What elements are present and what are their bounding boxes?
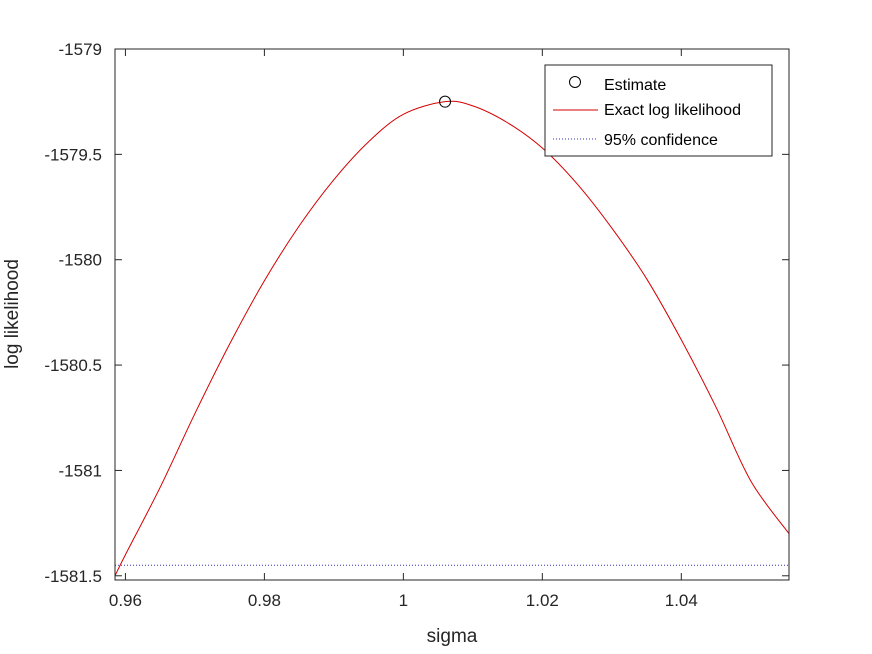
y-tick-label: -1580.5	[44, 356, 102, 375]
log-likelihood-curve	[115, 100, 789, 577]
legend-likelihood-label: Exact log likelihood	[604, 102, 741, 119]
y-tick-label: -1581.5	[44, 567, 102, 586]
x-tick-label: 0.98	[248, 591, 281, 610]
x-axis-label: sigma	[427, 626, 478, 647]
estimate-marker	[439, 95, 452, 108]
x-tick-label: 1.04	[665, 591, 698, 610]
plot-frame	[114, 48, 790, 581]
x-tick-label: 1	[399, 591, 408, 610]
y-tick-label: -1579.5	[44, 145, 102, 164]
x-tick-label: 0.96	[109, 591, 142, 610]
y-tick-label: -1579	[59, 40, 102, 59]
x-tick-label: 1.02	[526, 591, 559, 610]
legend-estimate-marker	[569, 76, 581, 88]
y-tick-label: -1581	[59, 461, 102, 480]
legend: Estimate Exact log likelihood 95% confid…	[544, 64, 773, 157]
legend-estimate-label: Estimate	[604, 77, 666, 94]
y-axis-label: log likelihood	[2, 259, 23, 369]
y-tick-label: -1580	[59, 251, 102, 270]
legend-confidence-label: 95% confidence	[604, 132, 718, 149]
